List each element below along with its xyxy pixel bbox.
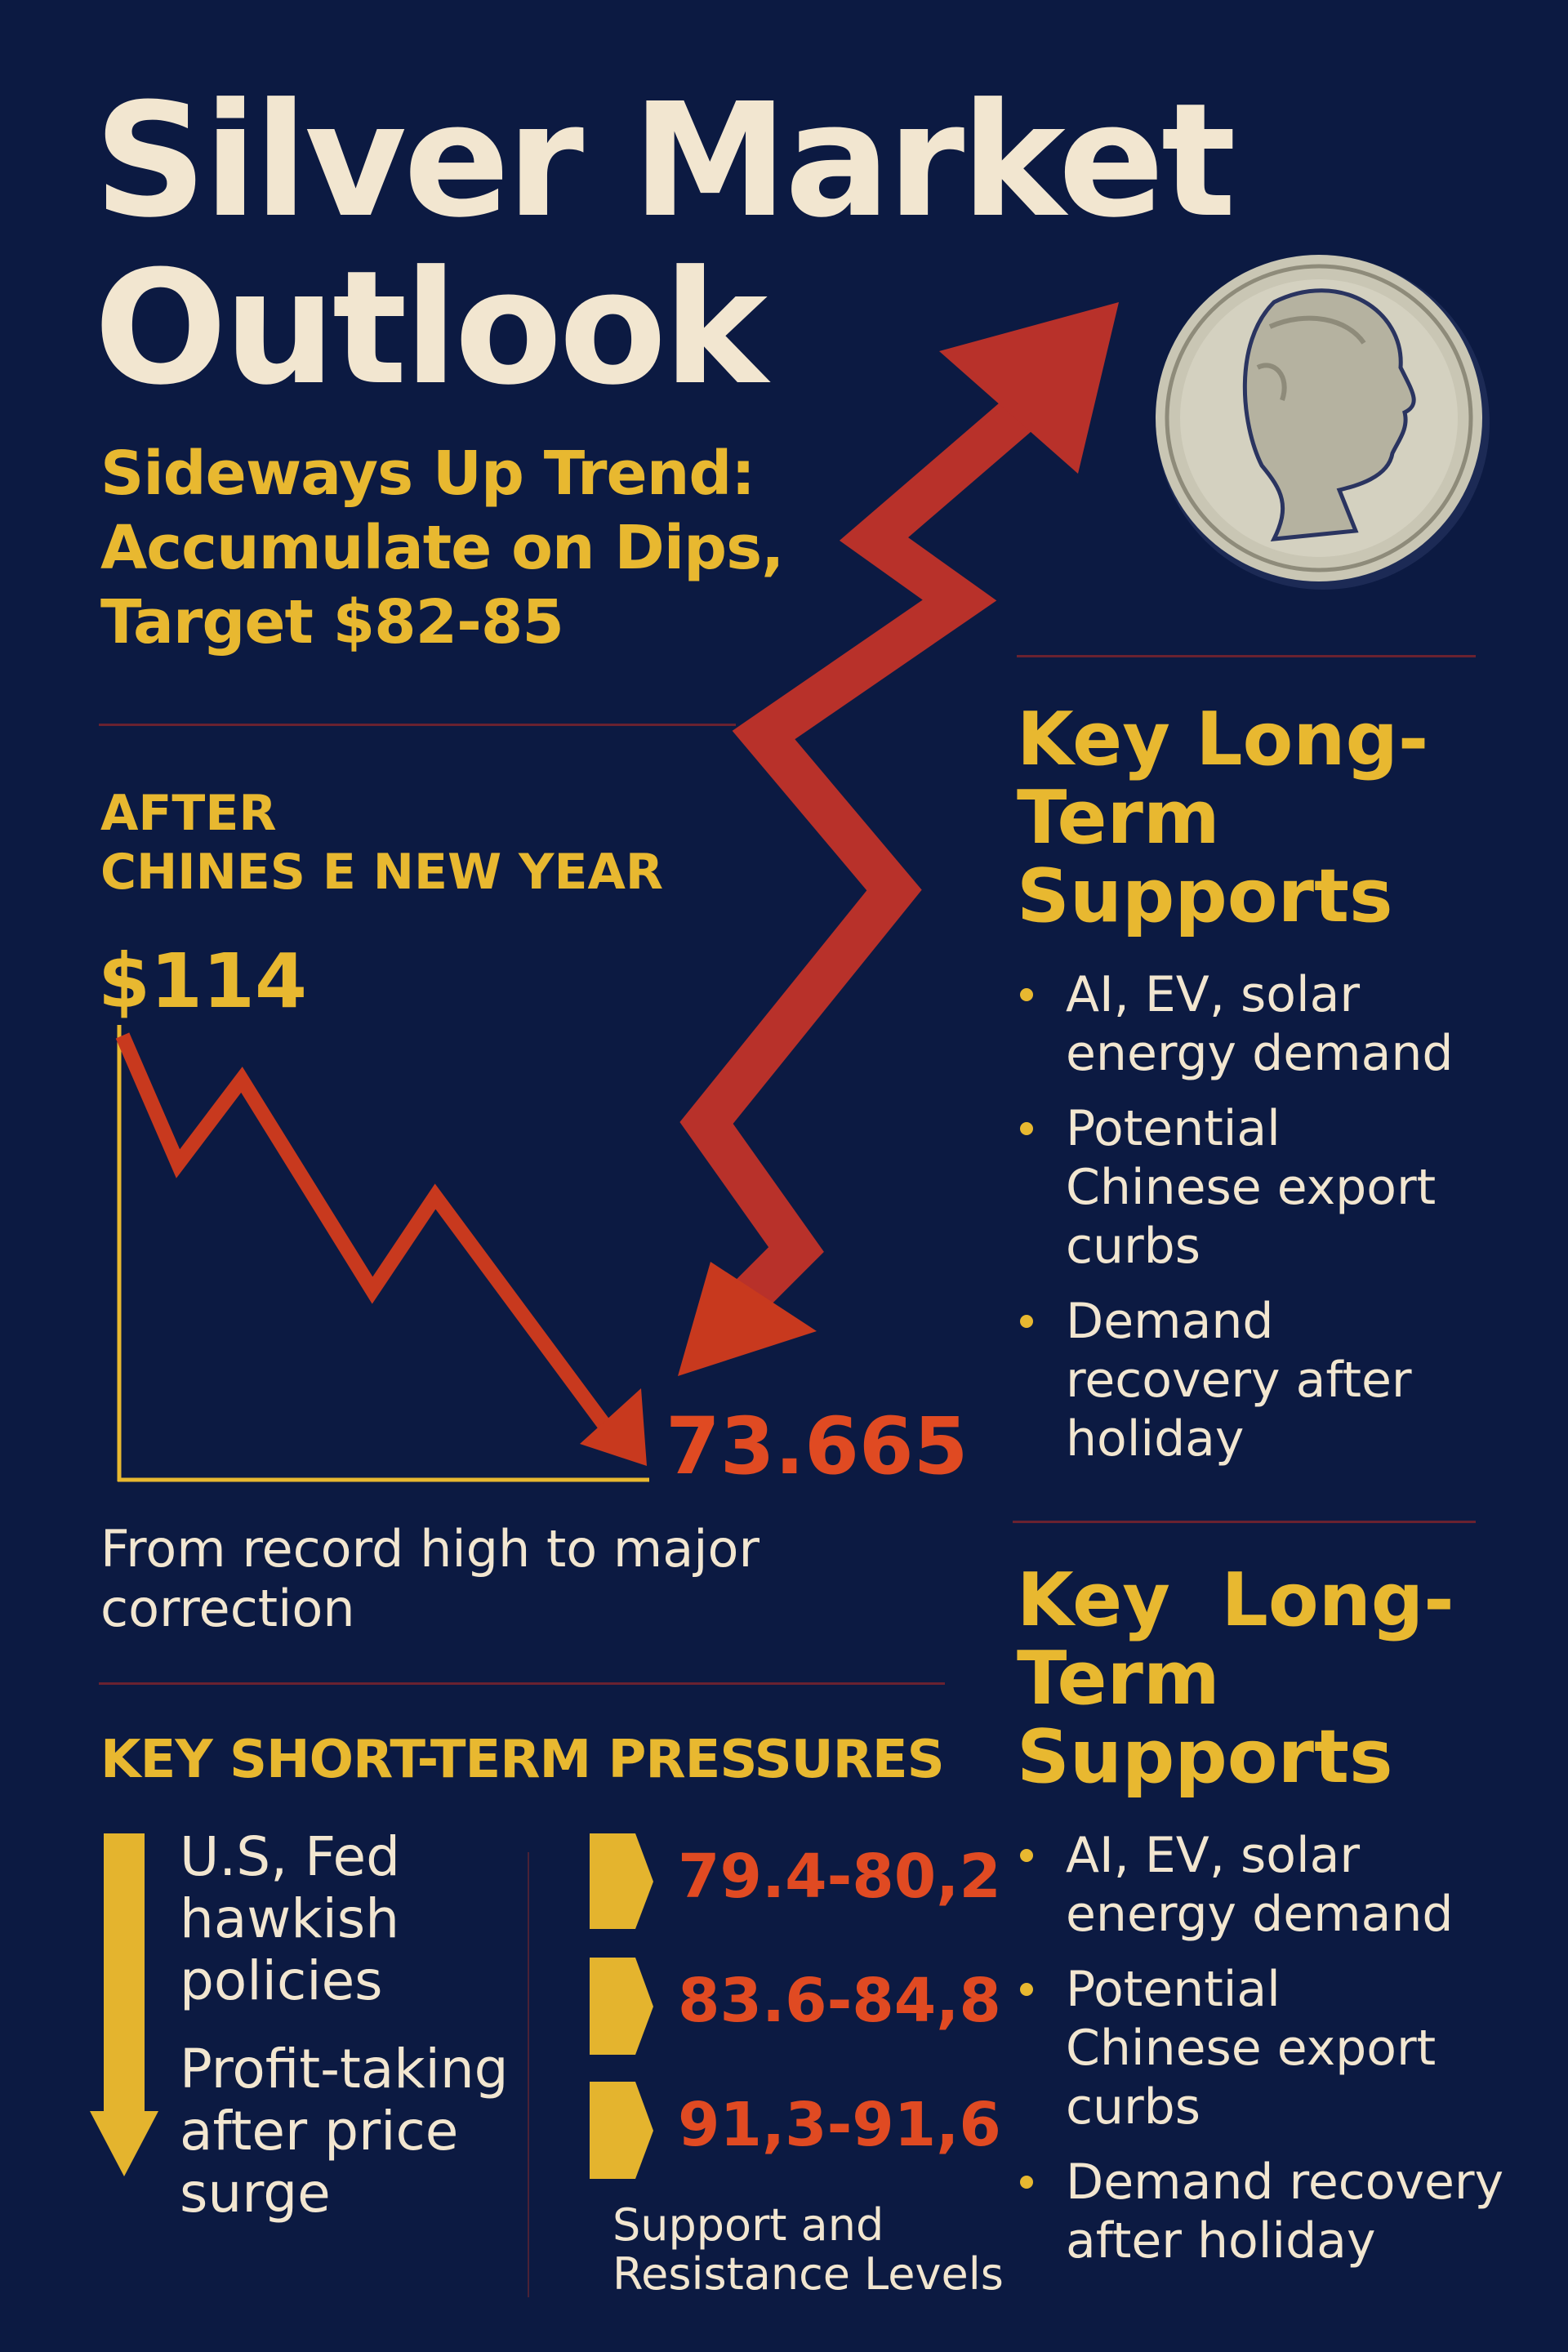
item-line: Demand — [1066, 1293, 1274, 1350]
silver-coin-portrait-icon — [1156, 255, 1490, 590]
item-line: curbs — [1066, 2078, 1201, 2136]
item-line: recovery after — [1066, 1352, 1412, 1409]
pressure-line: surge — [180, 2162, 331, 2225]
pressure-line: policies — [180, 1949, 383, 2012]
divider — [1013, 1521, 1476, 1523]
price-chart — [115, 1025, 649, 1482]
heading-line: Supports — [1017, 853, 1393, 939]
level-value: 79.4-80,2 — [678, 1842, 1001, 1912]
down-arrow-icon — [90, 1833, 158, 2176]
subtitle-line: Target $82-85 — [100, 587, 564, 657]
caption-line: From record high to major — [100, 1519, 760, 1579]
correction-caption: From record high to major correction — [100, 1519, 760, 1638]
item-line: curbs — [1066, 1218, 1201, 1275]
pressure-item: Profit-taking after price surge — [180, 2038, 509, 2225]
item-line: Chinese export — [1066, 1159, 1437, 1216]
levels-caption: Support and Resistance Levels — [612, 2201, 1004, 2299]
item-line: Chinese export — [1066, 2020, 1437, 2077]
subtitle-line: Accumulate on Dips, — [100, 513, 784, 583]
list-item: Potential Chinese export curbs — [1017, 1099, 1453, 1276]
list-item: AI, EV, solar energy demand — [1017, 1826, 1503, 1944]
level-value: 91,3-91,6 — [678, 2090, 1001, 2160]
divider — [1017, 655, 1476, 657]
item-line: after holiday — [1066, 2212, 1376, 2270]
heading-line: CHINES E NEW YEAR — [100, 844, 664, 901]
decline-arrowhead — [580, 1388, 647, 1466]
caption-line: Resistance Levels — [612, 2248, 1004, 2300]
level-value: 83.6-84,8 — [678, 1966, 1001, 2036]
item-line: holiday — [1066, 1410, 1245, 1468]
price-decline-line — [115, 1032, 619, 1441]
short-term-heading: KEY SHORT-TERM PRESSURES — [100, 1730, 945, 1790]
pressure-line: after price — [180, 2100, 459, 2163]
item-line: AI, EV, solar — [1066, 966, 1361, 1023]
item-line: Demand recovery — [1066, 2154, 1504, 2211]
list-item: Demand recovery after holiday — [1017, 2153, 1503, 2270]
title-line: Silver Market — [94, 70, 1236, 252]
record-high-label: $114 — [98, 938, 308, 1025]
divider — [99, 1682, 945, 1685]
column-divider — [528, 1852, 529, 2297]
heading-line: Key Long- — [1017, 697, 1429, 782]
long-term-heading: Key Long- Term Supports — [1017, 1561, 1454, 1797]
subtitle: Sideways Up Trend: Accumulate on Dips, T… — [100, 437, 784, 660]
caption-line: correction — [100, 1579, 355, 1638]
zigzag-arrow-icon — [678, 302, 1119, 1376]
item-line: energy demand — [1066, 1886, 1454, 1943]
list-item: AI, EV, solar energy demand — [1017, 965, 1453, 1083]
correction-low-label: 73.665 — [666, 1401, 969, 1492]
long-term-list: AI, EV, solar energy demand Potential Chin… — [1017, 1826, 1503, 2287]
pressure-line: U.S, Fed — [180, 1825, 400, 1888]
page-title: Silver Market Outlook — [94, 70, 1236, 420]
long-term-list: AI, EV, solar energy demand Potential Chin… — [1017, 965, 1453, 1485]
long-term-heading: Key Long- Term Supports — [1017, 701, 1428, 936]
chevron-marker-icon — [590, 1833, 653, 2179]
subtitle-line: Sideways Up Trend: — [100, 439, 755, 509]
title-line: Outlook — [94, 238, 768, 420]
heading-line: Supports — [1017, 1714, 1393, 1800]
caption-line: Support and — [612, 2199, 884, 2251]
pressure-line: Profit-taking — [180, 2038, 509, 2100]
heading-line: Term — [1017, 775, 1220, 861]
pressure-line: hawkish — [180, 1887, 400, 1950]
item-line: energy demand — [1066, 1025, 1454, 1082]
heading-line: AFTER — [100, 785, 277, 842]
heading-line: Key Long- — [1017, 1557, 1454, 1643]
heading-line: Term — [1017, 1636, 1220, 1722]
item-line: AI, EV, solar — [1066, 1827, 1361, 1884]
divider — [99, 724, 736, 726]
list-item: Demand recovery after holiday — [1017, 1292, 1453, 1468]
item-line: Potential — [1066, 1961, 1281, 2018]
list-item: Potential Chinese export curbs — [1017, 1960, 1503, 2136]
pressure-item: U.S, Fed hawkish policies — [180, 1826, 400, 2012]
item-line: Potential — [1066, 1100, 1281, 1157]
correction-heading: AFTER CHINES E NEW YEAR — [100, 784, 663, 902]
